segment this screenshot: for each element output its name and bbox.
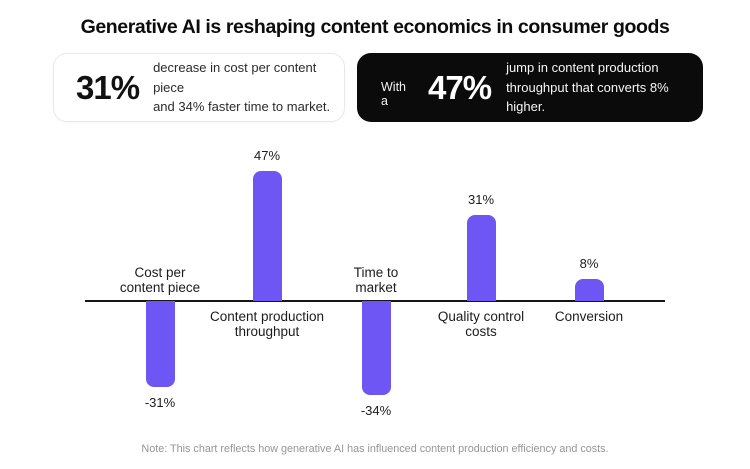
stat-description: decrease in cost per content piece and 3… <box>153 58 344 117</box>
bar-value-label-time-to-market: -34% <box>360 403 392 419</box>
stat-desc-line-1: jump in content production <box>506 60 659 76</box>
bar-value-label-cost-per-content-piece: -31% <box>144 394 176 410</box>
bar-value-label-quality-control-costs: 31% <box>467 192 495 208</box>
bar-value-label-conversion: 8% <box>579 255 599 271</box>
bar-quality-control-costs <box>466 215 496 301</box>
stat-prefix: With a <box>381 80 406 108</box>
stat-desc-line-2: throughput that converts 8% higher. <box>506 79 669 115</box>
stat-card-throughput-jump: With a 47% jump in content production th… <box>357 53 703 122</box>
stat-desc-line-2: and 34% faster time to market. <box>153 99 331 115</box>
bar-category-label-quality-control-costs: Quality control costs <box>406 309 556 339</box>
bar-conversion <box>574 278 604 301</box>
stat-value-31: 31% <box>76 69 140 106</box>
footnote: Note: This chart reflects how generative… <box>141 443 609 455</box>
stat-value-47: 47% <box>428 69 492 106</box>
stat-card-cost-decrease: 31% decrease in cost per content piece a… <box>53 53 345 122</box>
bar-category-label-time-to-market: Time to market <box>301 265 451 295</box>
bar-time-to-market <box>361 301 391 396</box>
bar-category-label-cost-per-content-piece: Cost per content piece <box>85 265 235 295</box>
page-title: Generative AI is reshaping content econo… <box>80 16 670 38</box>
category-label-line: market <box>355 280 397 295</box>
category-label-line: content piece <box>119 280 201 295</box>
bar-content-production-throughput <box>252 170 282 301</box>
category-label-line: throughput <box>234 324 300 339</box>
bar-value-label-content-production-throughput: 47% <box>253 147 281 163</box>
category-label-line: Quality control <box>437 309 525 324</box>
bar-cost-per-content-piece <box>145 301 175 387</box>
stat-desc-line-1: decrease in cost per content piece <box>153 60 317 95</box>
stat-description: jump in content production throughput th… <box>506 58 703 117</box>
category-label-line: Content production <box>209 309 325 324</box>
bar-category-label-conversion: Conversion <box>514 309 664 324</box>
bar-category-label-content-production-throughput: Content production throughput <box>192 309 342 339</box>
category-label-line: Cost per <box>134 265 186 280</box>
category-label-line: costs <box>465 324 497 339</box>
category-label-line: Time to <box>353 265 399 280</box>
category-label-line: Conversion <box>554 309 624 324</box>
